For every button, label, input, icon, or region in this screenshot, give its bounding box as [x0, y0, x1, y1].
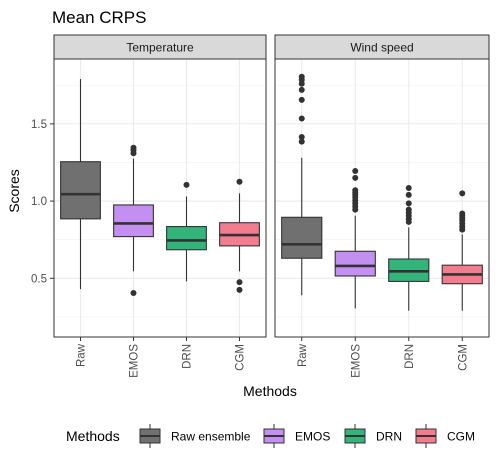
legend-title: Methods	[66, 428, 120, 444]
x-tick-label: EMOS	[350, 344, 362, 378]
outlier-point	[183, 181, 190, 188]
legend-item-1: Raw ensemble	[139, 424, 251, 448]
outlier-point	[298, 96, 305, 103]
iqr-box	[113, 204, 154, 238]
outlier-point	[298, 86, 305, 93]
x-tick-label: DRN	[404, 344, 416, 369]
iqr-box	[334, 250, 376, 277]
outlier-point	[352, 206, 359, 213]
outlier-point	[298, 133, 305, 140]
outlier-point	[130, 150, 137, 157]
box-emos	[334, 167, 376, 309]
x-tick-label: Raw	[76, 343, 88, 367]
outlier-point	[405, 184, 412, 191]
box-drn	[388, 184, 430, 311]
y-tick-label: 1.5	[31, 119, 47, 131]
outlier-point	[236, 286, 243, 293]
x-tick-label: CGM	[457, 344, 469, 371]
x-tick-label: DRN	[182, 344, 194, 369]
outlier-point	[236, 178, 243, 185]
facet-panels: Temperature Raw EMOS DRN CGM Wind speed Raw EMO…	[53, 34, 490, 378]
outlier-point	[405, 200, 412, 207]
chart-title: Mean CRPS	[52, 8, 146, 27]
box-emos	[113, 144, 154, 296]
x-tick-label: Raw	[297, 343, 309, 367]
x-tick-label: CGM	[235, 344, 247, 371]
facet-strip-label: Wind speed	[350, 41, 413, 55]
outlier-point	[352, 174, 359, 181]
outlier-point	[459, 190, 466, 197]
panel-temperature: Temperature Raw EMOS DRN CGM	[53, 34, 267, 378]
box-raw	[60, 79, 101, 290]
panel-wind-speed: Wind speed Raw EMOS DRN CGM	[274, 34, 490, 378]
y-tick-label: 0.5	[31, 273, 47, 285]
box-drn	[166, 181, 207, 282]
outlier-point	[298, 115, 305, 122]
legend-item-3: DRN	[344, 424, 402, 448]
legend-label: EMOS	[295, 430, 330, 444]
outlier-point	[352, 167, 359, 174]
y-axis-title: Scores	[6, 169, 22, 213]
iqr-box	[281, 216, 323, 259]
box-raw	[281, 73, 323, 296]
legend: Methods Raw ensemble EMOS DRN CGM	[66, 424, 475, 448]
iqr-box	[60, 161, 101, 220]
outlier-point	[405, 218, 412, 225]
legend-label: DRN	[376, 430, 402, 444]
outlier-point	[236, 279, 243, 286]
legend-item-2: EMOS	[263, 424, 330, 448]
outlier-point	[405, 191, 412, 198]
outlier-point	[298, 80, 305, 87]
x-tick-label: EMOS	[129, 344, 141, 378]
facet-strip-label: Temperature	[126, 41, 194, 55]
facet-strip	[274, 34, 490, 60]
box-cgm	[441, 190, 483, 311]
y-axis: 0.5 1.0 1.5	[31, 119, 54, 285]
outlier-point	[298, 138, 305, 145]
legend-item-4: CGM	[415, 424, 475, 448]
panel-border	[53, 58, 267, 338]
x-axis-title: Methods	[243, 383, 297, 399]
facet-strip	[53, 34, 267, 60]
iqr-box	[166, 226, 207, 251]
y-tick-label: 1.0	[31, 196, 47, 208]
outlier-point	[459, 226, 466, 233]
panel-border	[274, 58, 490, 338]
box-cgm	[219, 178, 260, 293]
outlier-point	[130, 289, 137, 296]
legend-label: Raw ensemble	[171, 430, 251, 444]
legend-label: CGM	[447, 430, 475, 444]
